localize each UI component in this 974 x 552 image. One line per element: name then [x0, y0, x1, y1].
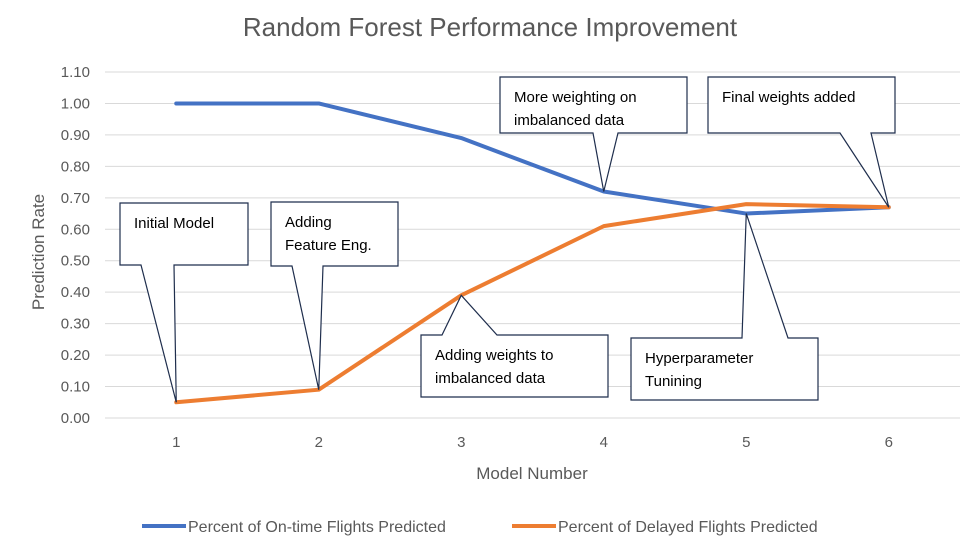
legend-label-2: Percent of Delayed Flights Predicted	[558, 519, 818, 536]
annotation-text: Adding weights to	[435, 347, 553, 364]
annotation-callout: Adding weights to imbalanced data	[420, 294, 609, 398]
annotation-callout: Initial Model	[119, 202, 249, 403]
x-tick-label: 3	[457, 434, 465, 451]
callout-shape	[420, 294, 609, 398]
y-axis-label: Prediction Rate	[29, 194, 48, 310]
x-tick-labels: 1 2 3 4 5 6	[172, 434, 893, 451]
y-tick-label: 0.70	[61, 190, 90, 207]
x-tick-label: 4	[600, 434, 608, 451]
y-tick-label: 0.50	[61, 253, 90, 270]
annotation-text: Tunining	[645, 373, 702, 390]
callout-shape	[630, 213, 819, 401]
series-line-1	[174, 101, 891, 216]
y-tick-label: 0.90	[61, 127, 90, 144]
annotation-callout: Hyperparameter Tunining	[630, 213, 819, 401]
annotation-text: Initial Model	[134, 215, 214, 232]
series-line-2	[174, 202, 891, 405]
series-lines	[174, 101, 891, 405]
x-tick-label: 2	[315, 434, 323, 451]
annotation-callout: Adding Feature Eng.	[270, 201, 399, 390]
legend: Percent of On-time Flights Predicted Perc…	[142, 519, 818, 536]
y-tick-label: 0.10	[61, 379, 90, 396]
callout-shape	[119, 202, 249, 403]
annotations: Initial Model Adding Feature Eng. Adding we…	[119, 76, 896, 403]
y-tick-label: 0.30	[61, 316, 90, 333]
annotation-text: Final weights added	[722, 89, 855, 106]
y-tick-label: 1.00	[61, 95, 90, 112]
y-tick-label: 0.40	[61, 284, 90, 301]
callout-shape	[499, 76, 688, 192]
annotation-callout: More weighting on imbalanced data	[499, 76, 688, 192]
chart-title: Random Forest Performance Improvement	[243, 12, 738, 42]
annotation-text: imbalanced data	[514, 112, 625, 129]
annotation-text: Feature Eng.	[285, 237, 372, 254]
x-axis-label: Model Number	[476, 464, 588, 483]
y-tick-label: 0.80	[61, 158, 90, 175]
x-tick-label: 5	[742, 434, 750, 451]
x-tick-label: 1	[172, 434, 180, 451]
callout-shape	[707, 76, 896, 208]
annotation-text: Hyperparameter	[645, 350, 753, 367]
y-tick-label: 1.10	[61, 64, 90, 81]
y-tick-label: 0.60	[61, 221, 90, 238]
callout-shape	[270, 201, 399, 390]
legend-label-1: Percent of On-time Flights Predicted	[188, 519, 446, 536]
annotation-text: imbalanced data	[435, 370, 546, 387]
annotation-text: More weighting on	[514, 89, 637, 106]
y-tick-labels: 0.00 0.10 0.20 0.30 0.40 0.50 0.60 0.70 0.80 0.90…	[61, 64, 90, 427]
y-tick-label: 0.00	[61, 410, 90, 427]
annotation-text: Adding	[285, 214, 332, 231]
x-tick-label: 6	[885, 434, 893, 451]
y-tick-label: 0.20	[61, 347, 90, 364]
annotation-callout: Final weights added	[707, 76, 896, 208]
